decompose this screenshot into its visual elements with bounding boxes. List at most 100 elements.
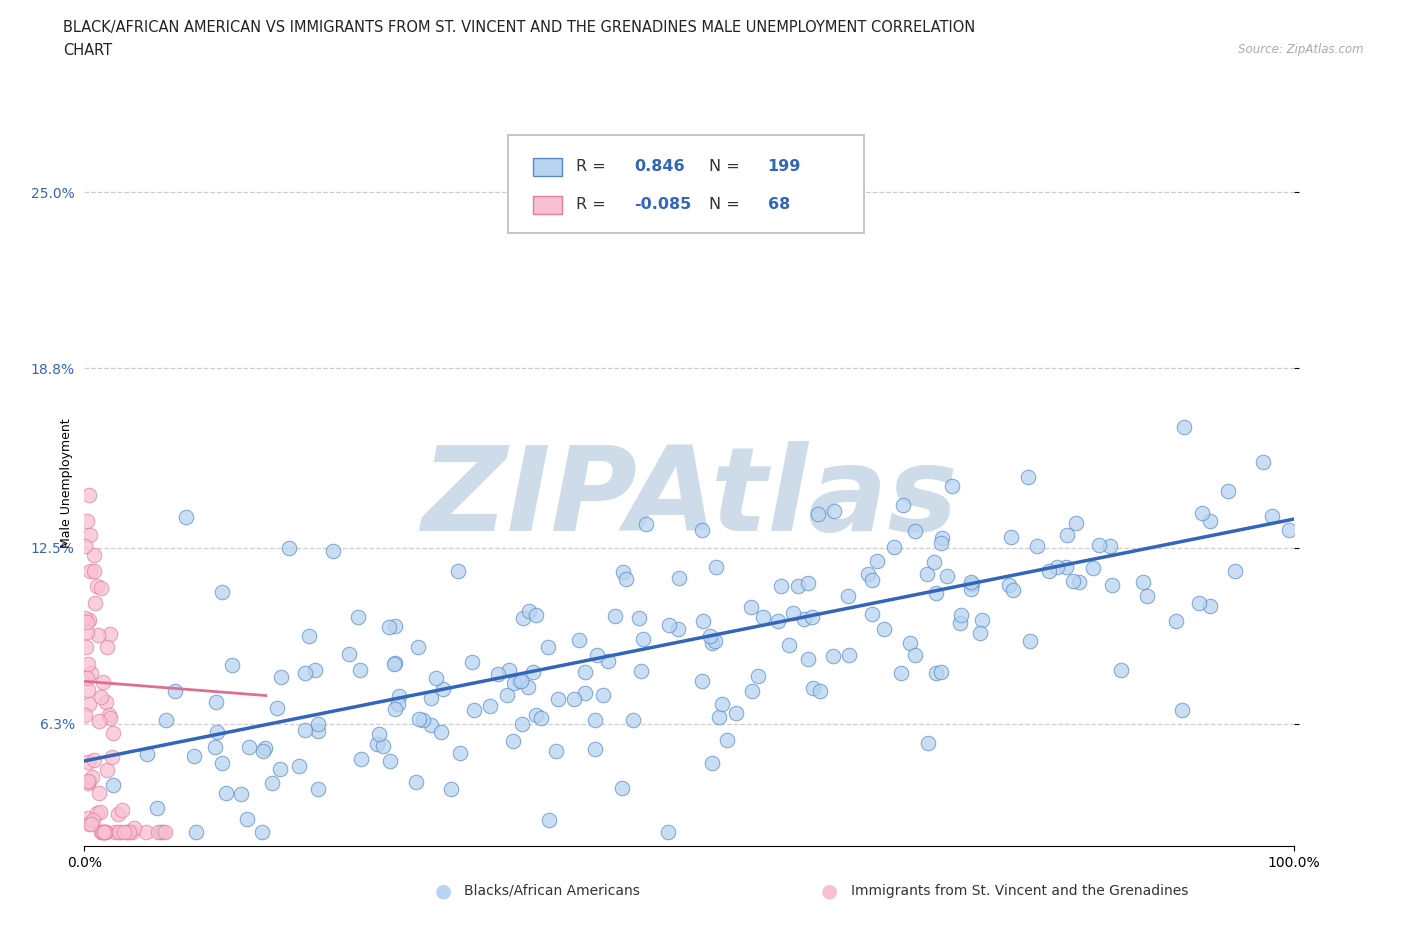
Point <box>970 613 993 628</box>
Point <box>823 648 845 663</box>
Point <box>478 698 501 713</box>
Point <box>666 621 689 636</box>
Point <box>76 513 98 528</box>
Point <box>77 774 100 789</box>
Point <box>508 673 530 688</box>
Point <box>621 712 644 727</box>
Point <box>420 717 443 732</box>
Point <box>797 576 820 591</box>
Point <box>347 609 370 624</box>
Point <box>408 711 430 726</box>
Point <box>1198 598 1220 613</box>
Text: CHART: CHART <box>63 43 112 58</box>
Point <box>890 666 912 681</box>
Point <box>112 825 135 840</box>
Point <box>77 817 100 831</box>
Point <box>1056 527 1078 542</box>
Point <box>307 781 329 796</box>
Point <box>537 812 560 827</box>
Point <box>517 680 540 695</box>
Point <box>634 517 657 532</box>
Y-axis label: Male Unemployment: Male Unemployment <box>60 418 73 549</box>
Text: ●: ● <box>434 882 451 900</box>
Text: 199: 199 <box>768 159 801 174</box>
Point <box>547 691 569 706</box>
Point <box>91 825 114 840</box>
Point <box>797 651 820 666</box>
Point <box>1017 470 1039 485</box>
Point <box>486 667 509 682</box>
Point <box>90 825 112 840</box>
Point <box>368 726 391 741</box>
Point <box>612 565 634 579</box>
Point <box>808 684 831 698</box>
Point <box>165 684 187 698</box>
Text: ZIPAtlas: ZIPAtlas <box>420 441 957 555</box>
Point <box>432 682 454 697</box>
Point <box>294 723 316 737</box>
Text: BLACK/AFRICAN AMERICAN VS IMMIGRANTS FROM ST. VINCENT AND THE GRENADINES MALE UN: BLACK/AFRICAN AMERICAN VS IMMIGRANTS FRO… <box>63 20 976 35</box>
Point <box>77 487 100 502</box>
Point <box>269 762 291 777</box>
Point <box>583 741 606 756</box>
Point <box>270 670 292 684</box>
Point <box>278 541 301 556</box>
Point <box>118 825 141 840</box>
Point <box>373 738 395 753</box>
Point <box>80 769 103 784</box>
Point <box>692 614 714 629</box>
Point <box>103 777 125 792</box>
Point <box>510 716 533 731</box>
Text: ●: ● <box>821 882 838 900</box>
Point <box>778 638 800 653</box>
Text: Source: ZipAtlas.com: Source: ZipAtlas.com <box>1239 43 1364 56</box>
Point <box>73 539 96 554</box>
Point <box>1025 538 1047 553</box>
Point <box>544 743 567 758</box>
Point <box>768 614 790 629</box>
Point <box>236 812 259 827</box>
Point <box>1251 455 1274 470</box>
Point <box>349 662 371 677</box>
Text: Blacks/African Americans: Blacks/African Americans <box>464 884 640 898</box>
Point <box>294 665 316 680</box>
Point <box>929 536 952 551</box>
Point <box>1062 574 1084 589</box>
Point <box>87 785 110 800</box>
Point <box>115 825 138 840</box>
Point <box>627 611 650 626</box>
Point <box>904 647 927 662</box>
Point <box>174 510 197 525</box>
Point <box>891 498 914 512</box>
Point <box>512 611 534 626</box>
Point <box>529 711 551 725</box>
Point <box>76 683 98 698</box>
Point <box>596 654 619 669</box>
Point <box>94 695 117 710</box>
FancyBboxPatch shape <box>508 136 865 233</box>
Point <box>703 633 725 648</box>
Point <box>250 825 273 840</box>
Point <box>204 739 226 754</box>
Point <box>91 825 114 840</box>
Point <box>936 568 959 583</box>
Point <box>872 622 894 637</box>
Point <box>135 825 157 840</box>
Text: -0.085: -0.085 <box>634 197 692 212</box>
Point <box>266 700 288 715</box>
Point <box>153 825 176 840</box>
Point <box>207 725 229 740</box>
Point <box>405 775 427 790</box>
Point <box>384 618 406 633</box>
Point <box>1216 484 1239 498</box>
Point <box>221 658 243 672</box>
Point <box>79 564 101 578</box>
Point <box>807 506 830 521</box>
Point <box>75 640 97 655</box>
Point <box>838 647 860 662</box>
Point <box>931 530 953 545</box>
Point <box>98 708 121 723</box>
Point <box>77 776 100 790</box>
Point <box>304 663 326 678</box>
Point <box>1101 578 1123 592</box>
